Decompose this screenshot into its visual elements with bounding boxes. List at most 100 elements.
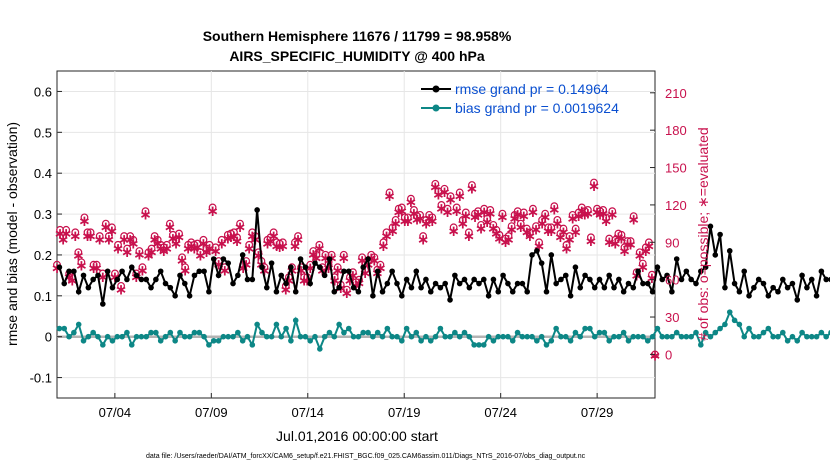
obs-evaluated-point: ∗ (188, 239, 201, 257)
bias-point (471, 342, 477, 348)
bias-point (654, 325, 661, 332)
obs-possible-point (315, 240, 324, 249)
obs-possible-point (587, 233, 595, 242)
bias-point (779, 329, 786, 336)
obs-possible-point (89, 260, 98, 269)
bias-point (374, 329, 381, 336)
bias-point (505, 333, 511, 340)
obs-evaluated-point: ∗ (551, 214, 564, 232)
obs-evaluated-point: ∗ (423, 209, 436, 227)
obs-evaluated-point: ∗ (368, 252, 381, 270)
obs-possible-point (233, 233, 241, 242)
obs-evaluated-point: ∗ (261, 234, 274, 252)
y-tick-label: 0.4 (34, 166, 52, 181)
legend-rmse-marker (432, 85, 440, 93)
obs-evaluated-point: ∗ (524, 227, 537, 245)
obs-possible-point (403, 213, 412, 222)
rmse-point (558, 276, 564, 283)
rmse-point (230, 280, 236, 287)
rmse-point (66, 268, 72, 275)
bias-point (336, 321, 342, 328)
rmse-point (418, 284, 424, 291)
obs-evaluated-point: ∗ (560, 239, 573, 257)
obs-evaluated-point: ∗ (313, 239, 326, 257)
obs-possible-point (486, 205, 495, 214)
obs-evaluated-point: ∗ (142, 247, 155, 265)
rmse-point (394, 280, 400, 287)
obs-evaluated-point: ∗ (148, 231, 161, 249)
obs-evaluated-point: ∗ (185, 237, 198, 255)
obs-evaluated-point: ∗ (60, 224, 73, 242)
bias-point (712, 329, 719, 336)
obs-evaluated-point: ∗ (472, 206, 485, 224)
rmse-point (389, 268, 395, 275)
rmse-point (350, 284, 357, 291)
rmse-point (654, 264, 661, 271)
rmse-point (114, 276, 121, 283)
rmse-point (104, 268, 111, 275)
bias-point (717, 325, 723, 332)
bias-point (215, 337, 222, 344)
bias-point (606, 337, 612, 344)
bias-point (640, 333, 646, 340)
rmse-point (461, 276, 468, 283)
rmse-point (601, 284, 608, 291)
rmse-point (548, 252, 555, 258)
rmse-point (153, 276, 159, 283)
obs-evaluated-point: ∗ (597, 204, 610, 222)
bias-point (741, 333, 748, 340)
obs-evaluated-point: ∗ (505, 221, 518, 239)
rmse-layer (56, 207, 830, 307)
obs-evaluated-point: ∗ (57, 231, 70, 249)
obs-possible-point (111, 269, 119, 278)
obs-possible-point (498, 209, 507, 218)
obs-evaluated-point: ∗ (200, 243, 213, 261)
obs-evaluated-point: ∗ (615, 229, 628, 247)
rmse-point (355, 288, 362, 295)
bias-point (128, 342, 135, 348)
obs-evaluated-point: ∗ (453, 187, 466, 205)
rmse-point (95, 272, 101, 279)
rmse-point (403, 276, 410, 283)
obs-evaluated-point: ∗ (572, 207, 585, 225)
obs-evaluated-point: ∗ (530, 221, 543, 239)
legend-rmse-label: rmse grand pr = 0.14964 (455, 81, 609, 97)
bias-point (297, 333, 304, 340)
obs-possible-point (410, 205, 418, 214)
obs-evaluated-point: ∗ (487, 219, 500, 237)
rmse-point (210, 256, 217, 262)
bias-point (56, 325, 63, 332)
rmse-point (596, 276, 603, 283)
bias-point (389, 333, 395, 340)
rmse-point (220, 256, 227, 262)
rmse-point (138, 276, 145, 283)
bias-point (201, 333, 207, 340)
rmse-point (538, 260, 545, 266)
obs-evaluated-point: ∗ (112, 239, 125, 257)
rmse-point (249, 276, 256, 283)
obs-possible-point (464, 228, 473, 237)
obs-possible-point (181, 263, 190, 272)
bias-point (162, 333, 169, 340)
bias-point (379, 333, 386, 340)
obs-possible-point (342, 285, 351, 294)
bias-point (408, 333, 415, 340)
obs-possible-point (532, 222, 540, 230)
rmse-point (263, 284, 270, 291)
obs-possible-point (74, 248, 83, 257)
obs-evaluated-point: ∗ (173, 228, 186, 246)
bias-point (331, 333, 338, 340)
bias-point (736, 321, 743, 328)
bias-point (567, 337, 574, 344)
obs-evaluated-point: ∗ (429, 178, 442, 196)
bias-point (509, 337, 516, 344)
obs-evaluated-point: ∗ (475, 219, 488, 237)
rmse-point (413, 268, 420, 275)
obs-evaluated-point: ∗ (90, 259, 103, 277)
obs-evaluated-point: ∗ (127, 234, 140, 252)
obs-evaluated-point: ∗ (514, 218, 527, 236)
bias-point (659, 333, 666, 340)
rmse-point (534, 248, 540, 254)
rmse-point (770, 284, 776, 291)
